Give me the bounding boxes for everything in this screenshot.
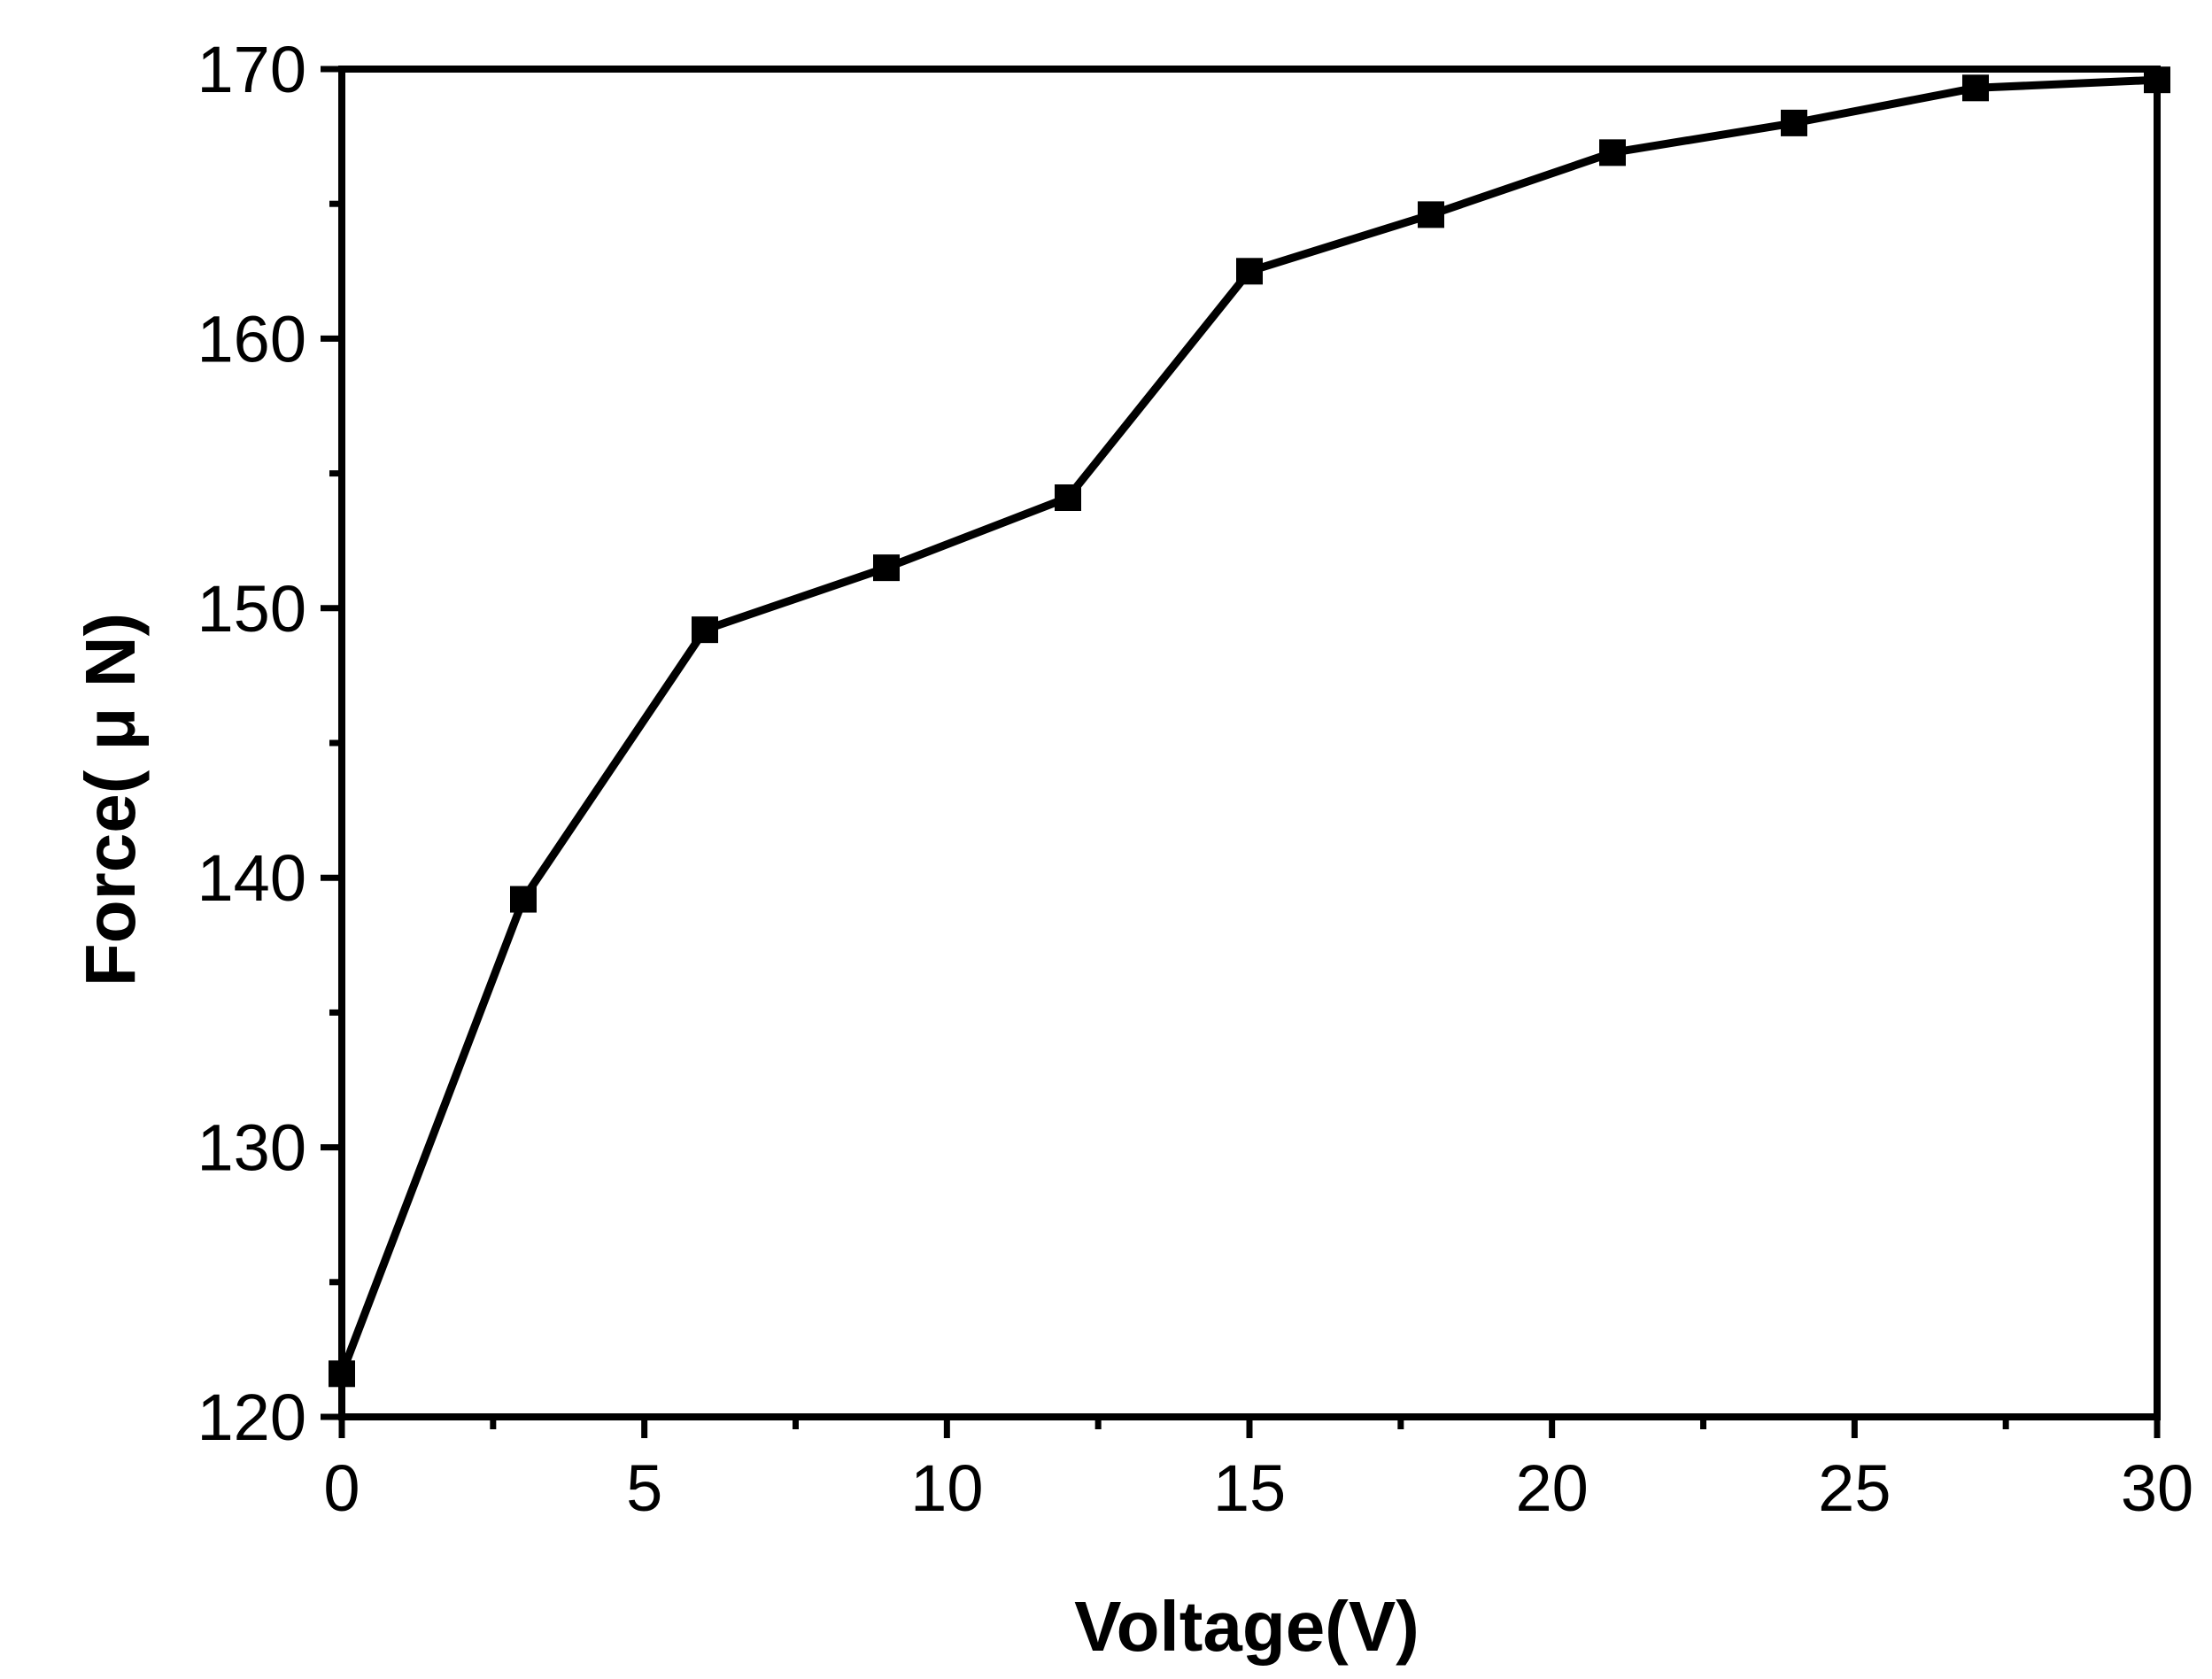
x-tick-label: 30 bbox=[2121, 1451, 2193, 1525]
x-tick-labels: 0 5 10 15 20 25 30 bbox=[323, 1451, 2193, 1525]
data-point bbox=[1055, 484, 1081, 511]
data-markers bbox=[329, 66, 2170, 1388]
x-tick-label: 20 bbox=[1516, 1451, 1589, 1525]
data-point bbox=[1418, 201, 1444, 228]
data-point bbox=[1781, 109, 1807, 136]
data-point bbox=[1236, 258, 1263, 285]
x-tick-label: 5 bbox=[626, 1451, 662, 1525]
y-tick-label: 120 bbox=[197, 1381, 306, 1454]
data-point bbox=[510, 886, 537, 913]
y-axis-title: Force( μ N) bbox=[71, 613, 150, 987]
y-tick-labels: 120 130 140 150 160 170 bbox=[197, 33, 306, 1454]
x-tick-label: 25 bbox=[1818, 1451, 1891, 1525]
y-tick-label: 140 bbox=[197, 841, 306, 915]
data-point bbox=[692, 616, 718, 644]
plot-frame bbox=[338, 66, 2161, 1420]
data-point bbox=[1962, 74, 1989, 102]
x-tick-label: 15 bbox=[1213, 1451, 1286, 1525]
x-axis-title: Voltage(V) bbox=[1074, 1587, 1419, 1666]
data-point bbox=[1599, 139, 1626, 166]
y-tick-label: 160 bbox=[197, 302, 306, 375]
x-tick-label: 10 bbox=[910, 1451, 983, 1525]
x-tick-label: 0 bbox=[323, 1451, 360, 1525]
y-tick-label: 170 bbox=[197, 33, 306, 106]
y-tick-label: 130 bbox=[197, 1111, 306, 1185]
y-tick-label: 150 bbox=[197, 572, 306, 646]
data-point bbox=[873, 554, 900, 582]
